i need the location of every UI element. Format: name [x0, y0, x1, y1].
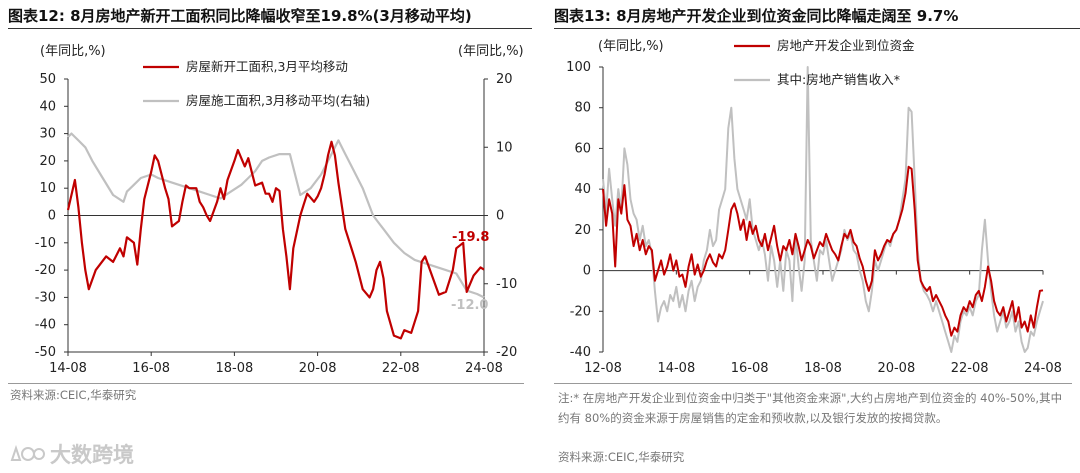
y-tick-label: 20 [574, 223, 591, 238]
chart-left-svg: -50 -40 -30 -20 -10 0 10 20 30 40 50 -20 -10 0 10 20 14-… [35, 44, 524, 376]
y-tick-label-right: 10 [496, 140, 513, 155]
chart-title: 图表13: 8月房地产开发企业到位资金同比降幅走阔至 9.7% [554, 7, 959, 25]
y-tick-label-left: 0 [48, 209, 56, 224]
y-tick-label-left: 30 [39, 127, 56, 142]
y-tick-label-left: 20 [39, 154, 56, 169]
legend-label: 房地产开发企业到位资金 [777, 38, 915, 53]
chart-panel-right: 图表13: 8月房地产开发企业到位资金同比降幅走阔至 9.7% -40 -20 0 2… [546, 0, 1080, 473]
footer-divider [554, 383, 1072, 384]
y-tick-label: 40 [574, 182, 591, 197]
x-tick-label: 24-08 [1024, 361, 1062, 376]
footnote: 注:* 在房地产开发企业到位资金中归类于"其他资金来源",大约占房地产到位资金的… [558, 391, 1063, 425]
y-tick-label-right: -10 [496, 277, 517, 292]
y-tick-label-left: -50 [35, 345, 56, 360]
series-line-2 [67, 132, 485, 299]
x-tick-label: 20-08 [299, 361, 337, 376]
source-note: 资料来源:CEIC,华泰研究 [10, 388, 137, 402]
y-tick-label-left: -40 [35, 318, 56, 333]
x-tick-label: 16-08 [132, 361, 170, 376]
y-tick-label-right: 0 [496, 209, 504, 224]
x-tick-label: 22-08 [382, 361, 420, 376]
y-tick-label: 0 [583, 264, 591, 279]
source-note: 资料来源:CEIC,华泰研究 [558, 450, 685, 464]
x-tick-label: 24-08 [465, 361, 503, 376]
series-line-1 [66, 140, 485, 340]
chart-panel-left: 图表12: 8月房地产新开工面积同比降幅收窄至19.8%(3月移动平均) -50… [0, 0, 532, 473]
end-label-red: -19.8 [452, 230, 489, 245]
y-tick-label-left: 40 [39, 99, 56, 114]
watermark-text: 大数跨境 [50, 443, 134, 467]
footer-divider [8, 383, 524, 384]
watermark-logo-icon [10, 444, 45, 461]
x-tick-label: 18-08 [216, 361, 254, 376]
end-label-grey: -12.0 [451, 298, 488, 313]
legend-label: 房屋施工面积,3月移动平均(右轴) [186, 93, 370, 108]
y-tick-label-left: -20 [35, 263, 56, 278]
y-tick-label-right: 20 [496, 72, 513, 87]
title-divider [554, 28, 1080, 29]
watermark: 大数跨境 [6, 440, 134, 468]
x-tick-label: 18-08 [804, 361, 842, 376]
y-tick-label: -40 [570, 345, 591, 360]
x-tick-label: 16-08 [731, 361, 769, 376]
y-tick-label-right: -20 [496, 345, 517, 360]
legend-label: 其中:房地产销售收入* [777, 72, 900, 87]
chart-title: 图表12: 8月房地产新开工面积同比降幅收窄至19.8%(3月移动平均) [8, 7, 472, 25]
y-tick-label: 80 [574, 101, 591, 116]
chart-right-svg: -40 -20 0 20 40 60 80 100 12-08 14-08 16-08 18-08 20… [566, 38, 1062, 376]
x-tick-label: 20-08 [877, 361, 915, 376]
y-tick-label-left: -10 [35, 236, 56, 251]
x-tick-label: 14-08 [49, 361, 87, 376]
legend-label: 房屋新开工面积,3月平均移动 [186, 59, 348, 74]
x-tick-label: 12-08 [584, 361, 622, 376]
y-tick-label-left: 10 [39, 181, 56, 196]
y-tick-label-left: 50 [39, 72, 56, 87]
series-line-2 [602, 66, 1044, 353]
y-axis-label-left: (年同比,%) [40, 44, 106, 59]
y-axis-label-right: (年同比,%) [458, 44, 524, 59]
y-tick-label: 100 [566, 60, 591, 75]
x-tick-label: 14-08 [657, 361, 695, 376]
title-divider [8, 28, 532, 29]
y-axis-label: (年同比,%) [598, 39, 664, 54]
x-tick-label: 22-08 [951, 361, 989, 376]
y-tick-label: -20 [570, 304, 591, 319]
series-line-1 [602, 165, 1044, 337]
y-tick-label: 60 [574, 141, 591, 156]
y-tick-label-left: -30 [35, 290, 56, 305]
